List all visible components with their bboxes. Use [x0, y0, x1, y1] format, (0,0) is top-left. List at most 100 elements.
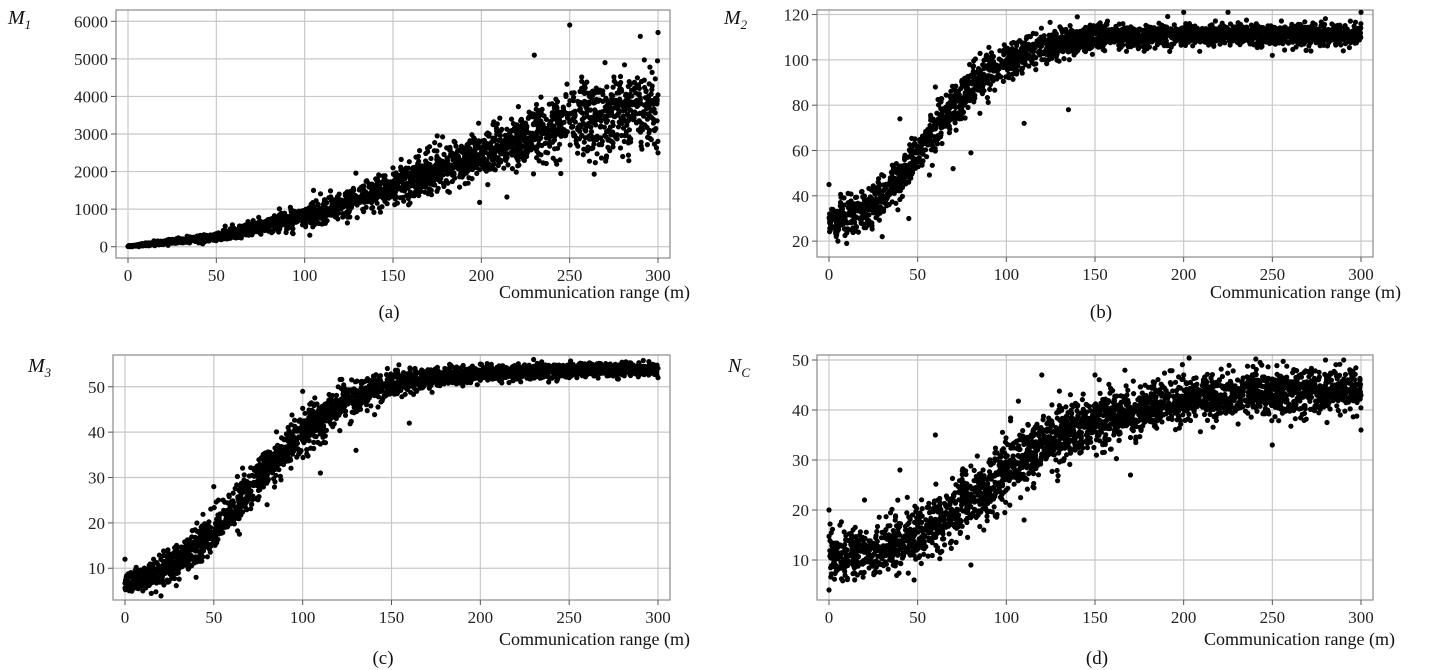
scatter-point: [649, 69, 655, 75]
scatter-point: [629, 101, 636, 107]
scatter-point: [1152, 45, 1158, 51]
scatter-point: [648, 108, 655, 114]
scatter-point: [213, 234, 219, 240]
scatter-point: [591, 171, 597, 177]
scatter-point: [1322, 21, 1328, 28]
scatter-point: [570, 124, 576, 130]
scatter-point: [404, 185, 410, 191]
scatter-point: [855, 229, 862, 235]
scatter-point: [504, 138, 510, 144]
scatter-point: [1346, 45, 1352, 51]
scatter-point: [961, 102, 967, 108]
scatter-point: [425, 171, 431, 177]
scatter-point: [413, 165, 420, 172]
scatter-point: [319, 208, 325, 214]
scatter-point: [895, 207, 901, 213]
scatter-point: [626, 117, 632, 123]
scatter-point: [1051, 36, 1057, 43]
scatter-point: [1009, 49, 1015, 55]
scatter-point: [647, 64, 653, 70]
y-tick-label: 6000: [74, 12, 108, 31]
scatter-point: [594, 151, 600, 157]
scatter-point: [503, 157, 509, 163]
scatter-point: [602, 108, 608, 114]
scatter-point: [500, 149, 506, 155]
scatter-point: [564, 111, 570, 117]
x-axis-label: Communication range (m): [499, 282, 690, 303]
scatter-point: [307, 210, 313, 216]
scatter-point: [1123, 48, 1130, 54]
scatter-point: [382, 198, 388, 204]
scatter-point: [466, 175, 472, 181]
scatter-point: [1280, 41, 1286, 47]
scatter-point: [406, 159, 412, 165]
scatter-point: [1282, 47, 1288, 53]
scatter-point: [1061, 56, 1067, 62]
scatter-point: [483, 143, 489, 149]
scatter-point: [371, 209, 377, 215]
scatter-point: [623, 129, 630, 135]
scatter-point: [508, 116, 515, 122]
scatter-point: [515, 104, 522, 110]
scatter-point: [575, 143, 581, 149]
scatter-point: [1019, 40, 1025, 46]
scatter-point: [525, 135, 531, 141]
scatter-point: [851, 215, 857, 221]
x-tick-label: 50: [909, 265, 926, 284]
scatter-point: [307, 232, 313, 238]
scatter-point: [983, 63, 989, 69]
scatter-point: [428, 155, 434, 162]
scatter-point: [586, 158, 593, 164]
scatter-point: [567, 142, 573, 148]
y-tick-label: 60: [792, 141, 809, 160]
scatter-point: [265, 217, 271, 223]
scatter-point: [875, 179, 881, 185]
scatter-point: [634, 119, 640, 125]
scatter-point: [322, 213, 329, 220]
scatter-point: [310, 187, 317, 193]
scatter-point: [1303, 47, 1309, 54]
scatter-point: [178, 240, 184, 246]
scatter-point: [1156, 27, 1162, 33]
x-tick-label: 100: [994, 265, 1020, 284]
scatter-point: [318, 214, 324, 220]
scatter-point: [879, 172, 885, 178]
scatter-point: [283, 229, 289, 236]
panel-caption: (a): [378, 302, 399, 323]
scatter-point: [992, 87, 998, 93]
y-axis-label: M1: [7, 7, 31, 32]
scatter-point: [504, 194, 510, 200]
scatter-point: [935, 121, 941, 127]
scatter-point: [970, 63, 977, 69]
scatter-point: [939, 140, 945, 147]
scatter-point: [539, 142, 545, 149]
scatter-point: [524, 123, 530, 129]
scatter-point: [354, 215, 360, 221]
scatter-point: [344, 220, 350, 226]
scatter-point: [222, 223, 228, 229]
scatter-point: [143, 243, 149, 249]
scatter-point: [416, 158, 422, 164]
scatter-point: [928, 117, 934, 123]
scatter-point: [496, 145, 502, 151]
scatter-point: [611, 74, 617, 80]
scatter-point: [840, 221, 846, 227]
scatter-point: [570, 109, 576, 115]
scatter-point: [655, 29, 661, 36]
scatter-point: [1186, 31, 1192, 37]
scatter-point: [546, 140, 552, 146]
scatter-point: [390, 184, 396, 190]
scatter-point: [625, 140, 632, 146]
scatter-point: [1038, 25, 1044, 31]
scatter-point: [250, 218, 256, 224]
scatter-point: [837, 199, 844, 206]
scatter-point: [504, 145, 510, 151]
scatter-point: [614, 136, 620, 142]
scatter-point: [240, 230, 246, 236]
y-tick-label: 1000: [74, 200, 108, 219]
scatter-point: [987, 86, 993, 92]
scatter-point: [160, 241, 166, 248]
scatter-point: [655, 150, 661, 156]
scatter-point: [317, 191, 324, 197]
scatter-point: [289, 230, 295, 236]
